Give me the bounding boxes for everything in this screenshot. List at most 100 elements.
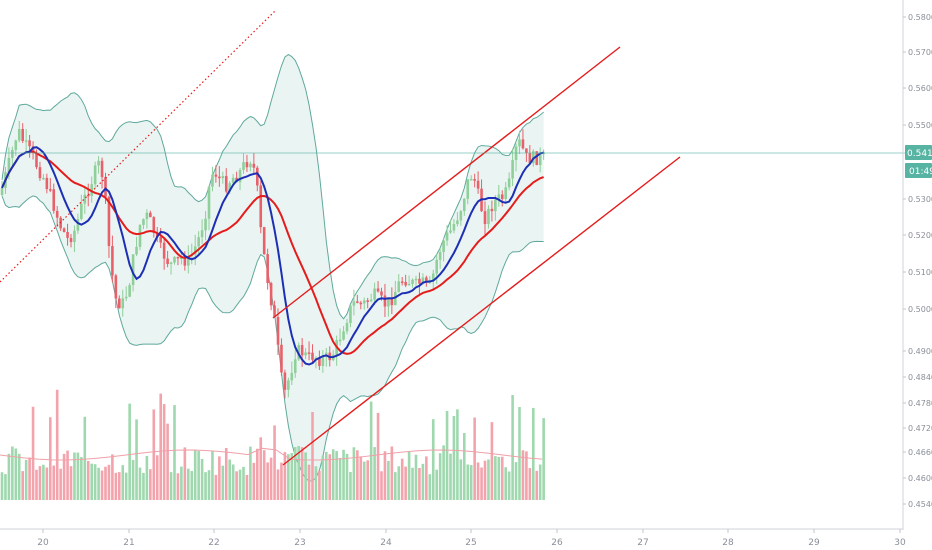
candle-body [0,187,4,195]
time-tick-label: 26 [551,538,563,548]
volume-bar [131,459,135,500]
volume-bar [504,467,507,500]
candle-body [259,185,263,228]
candle-body [466,179,470,199]
volume-bar [224,447,228,500]
candle-body [504,187,507,199]
candle-body [66,231,69,238]
volume-bar [442,445,445,500]
volume-bar [297,445,300,500]
candle-body [283,372,287,390]
volume-bar [35,469,38,500]
volume-bar [100,470,104,500]
candle-body [356,301,359,303]
volume-bar [138,467,142,500]
candle-body [69,237,73,243]
candle-body [400,281,404,283]
candle-body [176,256,180,259]
candle-body [407,283,411,286]
channel-lower-line[interactable] [282,156,681,466]
price-badges: 0.5417 01:49 [905,145,932,178]
dotted-trend-line[interactable] [0,10,276,283]
candle-body [38,167,42,179]
volume-bar [200,458,204,500]
volume-bar [214,474,218,500]
candle-body [397,281,401,292]
volume-bar [173,405,176,500]
volume-bar [463,433,466,500]
volume-bar [190,470,194,500]
candle-body [62,228,66,232]
candle-body [118,298,121,309]
candle-body [183,257,187,266]
candle-body [366,300,369,302]
volume-bar [356,450,359,500]
volume-bar [407,451,411,500]
candle-body [362,300,366,304]
candle-body [187,256,190,266]
volume-bar [69,466,73,500]
candle-body [266,254,269,284]
time-tick-label: 27 [637,538,648,548]
candle-body [425,277,428,283]
volume-bar [66,450,69,500]
time-tick-label: 30 [894,538,906,548]
volume-bar [466,464,470,500]
volume-bar [187,468,190,500]
volume-bar [14,448,18,500]
candle-body [414,278,418,281]
volume-bar [490,422,494,500]
candle-body [100,160,104,178]
volume-bar [80,457,83,500]
candle-body [242,162,245,171]
time-tick-label: 20 [37,538,49,548]
volume-bar [373,447,376,500]
volume-bar [487,459,490,500]
volume-bar [383,451,387,500]
candle-body [276,317,280,345]
volume-bar [314,466,318,500]
candle-body [532,151,535,164]
volume-bar [62,453,66,500]
volume-bar [394,472,397,500]
candle-body [269,283,273,306]
volume-bar [59,468,62,500]
volume-bar [331,449,335,500]
candle-body [369,299,373,302]
volume-bar [204,472,207,500]
volume-bars [0,389,545,500]
candle-body [159,237,162,243]
candle-body [90,184,93,196]
candle-body [318,357,321,366]
trend-channel[interactable] [0,10,681,466]
volume-bar [155,455,159,500]
candle-body [162,242,166,259]
candle-body [525,148,528,153]
volume-bar [228,459,231,500]
volume-bar [280,462,283,500]
volume-bar [318,470,321,500]
volume-bar [404,466,407,500]
volume-bar [4,474,7,500]
volume-bar [307,464,311,500]
candle-body [231,177,235,184]
volume-bar [142,473,145,500]
volume-bar [538,464,542,500]
bollinger-fill [2,54,544,482]
volume-bar [42,464,45,500]
volume-bar [256,448,259,500]
candle-body [24,140,28,142]
channel-upper-line[interactable] [272,46,621,319]
volume-bar [338,458,342,500]
time-tick-label: 28 [722,538,734,548]
volume-bar [452,416,456,500]
volume-bar [121,465,125,500]
volume-bar [11,446,14,500]
candle-body [304,352,307,356]
volume-bar [421,463,425,500]
